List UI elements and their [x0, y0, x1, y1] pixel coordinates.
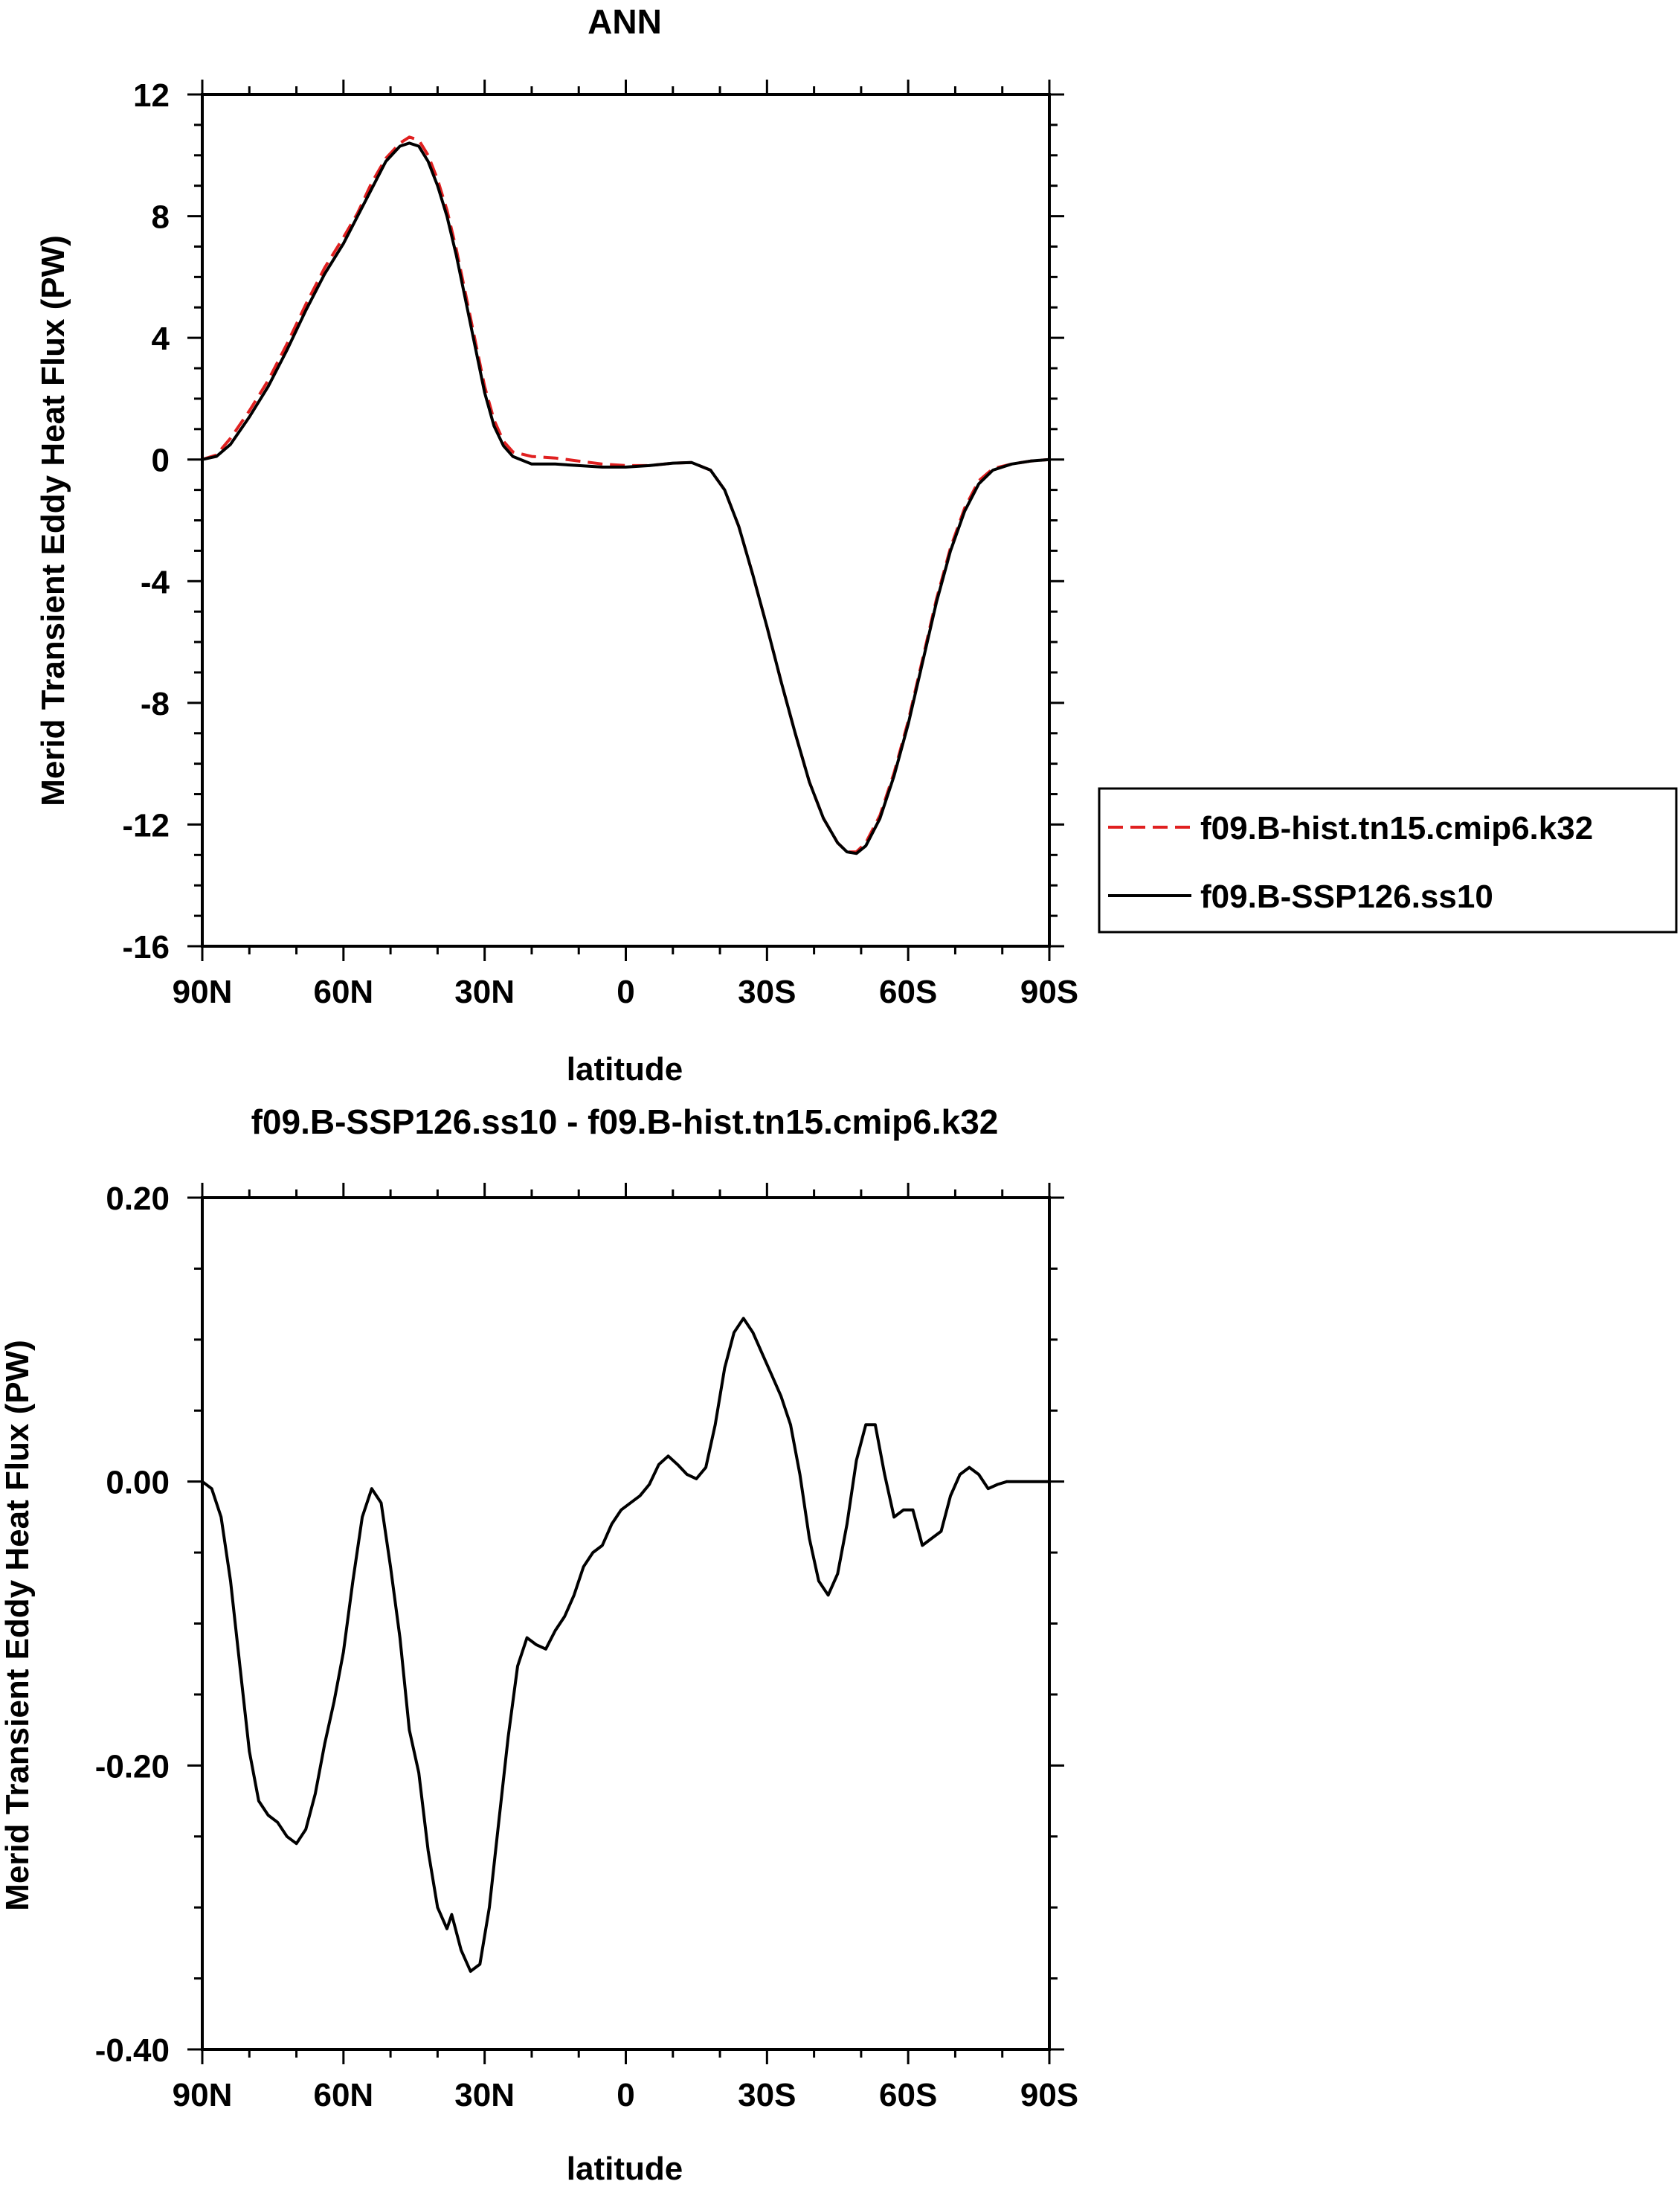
y-tick-label: -12: [122, 807, 170, 844]
y-tick-label: -0.40: [95, 2032, 170, 2069]
series-line-hist: [202, 135, 1050, 854]
chart-2-series: [201, 1317, 1049, 1973]
x-tick-label: 60S: [879, 974, 937, 1010]
legend-label-hist: f09.B-hist.tn15.cmip6.k32: [1200, 810, 1593, 847]
legend-box: [1098, 787, 1678, 934]
chart-2-tick-labels: 90N 60N 30N 0 30S 60S 90S -0.40 -0.20 0.00 0.20: [95, 1181, 1078, 2113]
y-tick-label: 8: [152, 199, 170, 236]
series-line-ssp126: [202, 141, 1050, 855]
chart-1-title: ANN: [588, 2, 662, 41]
x-tick-label: 0: [617, 2077, 634, 2113]
chart-1-ylabel: Merid Transient Eddy Heat Flux (PW): [35, 235, 71, 806]
y-tick-label: -0.20: [95, 1748, 170, 1785]
x-tick-label: 60S: [879, 2077, 937, 2113]
chart-1-xlabel: latitude: [567, 1051, 683, 1088]
chart-2-plot-frame: [201, 1196, 1051, 2051]
x-tick-label: 30S: [738, 2077, 796, 2113]
x-tick-label: 90N: [173, 974, 233, 1010]
y-tick-label: 0: [152, 443, 170, 479]
chart-2-ticks: [187, 1183, 1064, 2064]
x-tick-label: 90S: [1020, 2077, 1078, 2113]
chart-1-series: [202, 135, 1050, 855]
y-tick-label: 0.00: [106, 1465, 170, 1501]
chart-2: f09.B-SSP126.ss10 - f09.B-hist.tn15.cmip…: [0, 1102, 1078, 2187]
series-line-difference: [201, 1317, 1049, 1973]
x-tick-label: 30S: [738, 974, 796, 1010]
chart-2-ylabel: Merid Transient Eddy Heat Flux (PW): [0, 1340, 36, 1911]
chart-2-xlabel: latitude: [567, 2151, 683, 2187]
chart-1-legend: f09.B-hist.tn15.cmip6.k32 f09.B-SSP126.s…: [1098, 787, 1678, 934]
x-tick-label: 90S: [1020, 974, 1078, 1010]
x-tick-label: 60N: [313, 974, 373, 1010]
y-tick-label: 0.20: [106, 1181, 170, 1217]
x-tick-label: 30N: [454, 974, 515, 1010]
y-tick-label: -4: [141, 564, 170, 600]
x-tick-label: 0: [617, 974, 634, 1010]
y-tick-label: 4: [152, 321, 170, 357]
y-tick-label: -8: [141, 686, 170, 722]
x-tick-label: 30N: [454, 2077, 515, 2113]
x-tick-label: 60N: [313, 2077, 373, 2113]
x-tick-label: 90N: [173, 2077, 233, 2113]
chart-1: ANN 90N 60N 30N 0 30S 60S 90S -16 -12 -8 -4 0 4 8 12 l…: [35, 2, 1678, 1088]
chart-1-ticks: [187, 80, 1064, 961]
legend-label-ssp: f09.B-SSP126.ss10: [1200, 879, 1493, 915]
chart-1-plot-frame: [201, 93, 1051, 948]
y-tick-label: -16: [122, 929, 170, 966]
chart-1-tick-labels: 90N 60N 30N 0 30S 60S 90S -16 -12 -8 -4 0 4 8 12: [122, 77, 1078, 1010]
y-tick-label: 12: [133, 77, 170, 114]
chart-2-title: f09.B-SSP126.ss10 - f09.B-hist.tn15.cmip…: [251, 1102, 999, 1141]
